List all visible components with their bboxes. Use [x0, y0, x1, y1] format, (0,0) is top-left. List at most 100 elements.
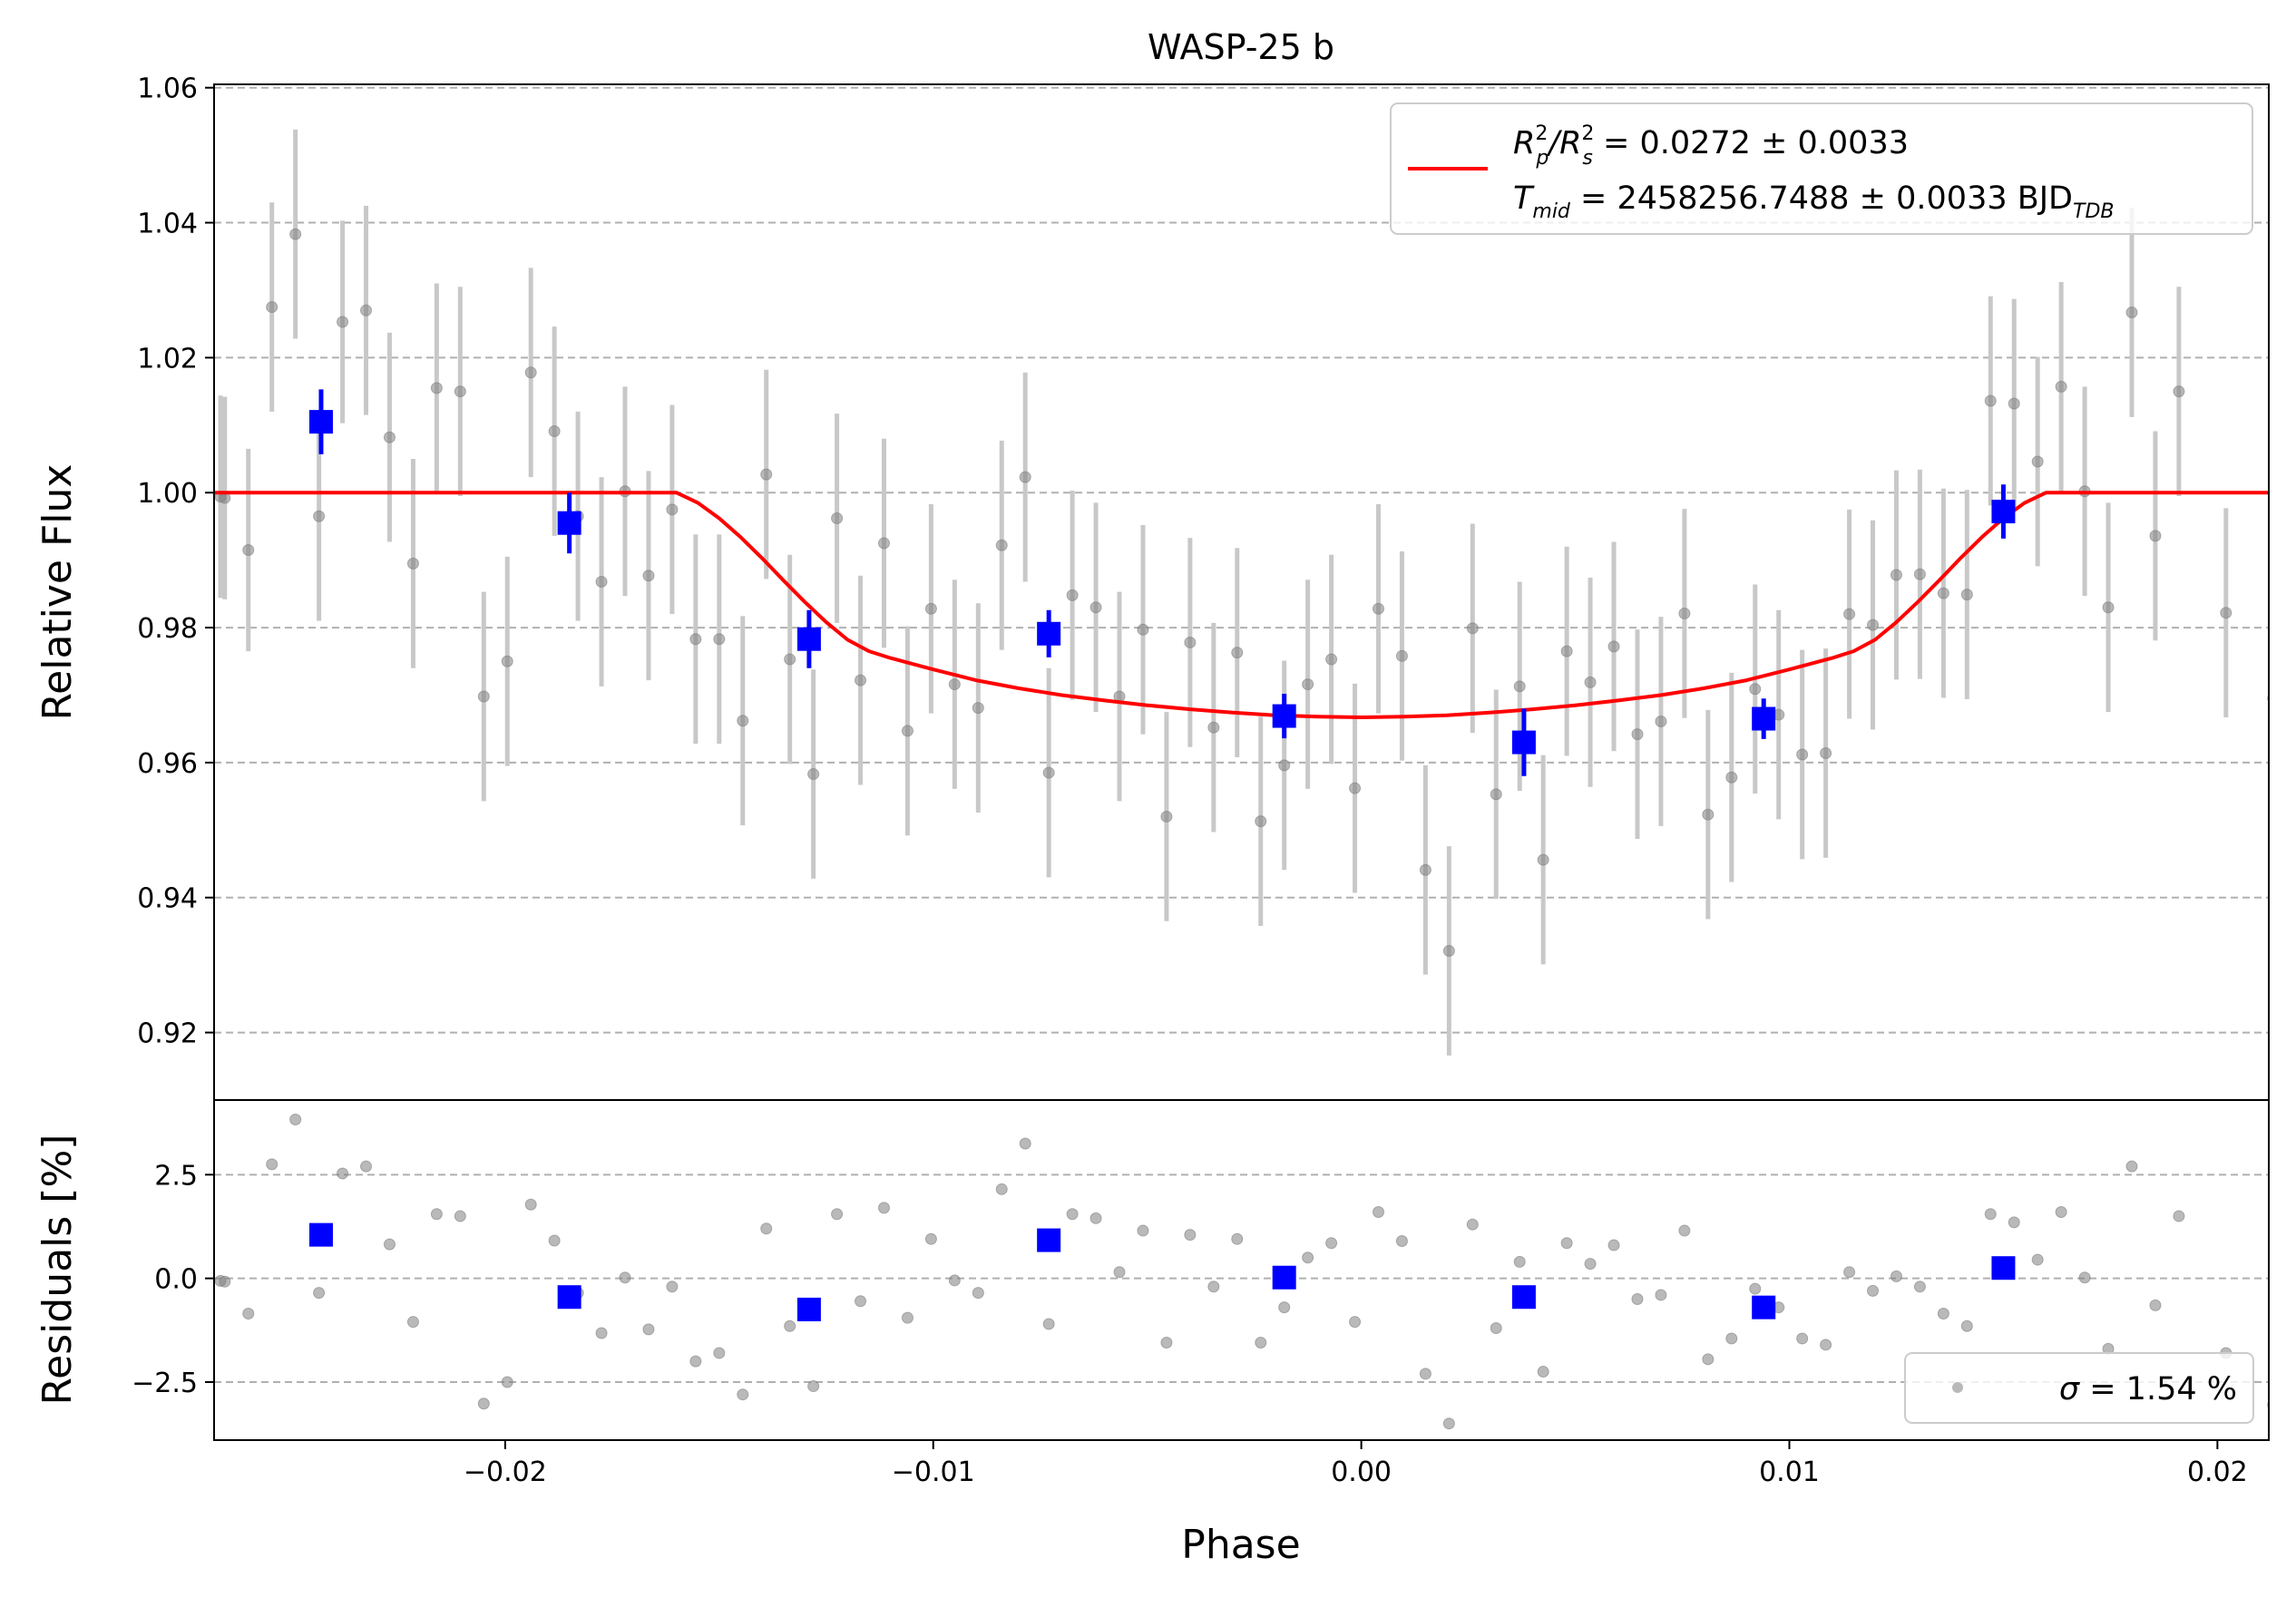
- raw-point: [1160, 810, 1173, 823]
- residual-raw-point: [1513, 1255, 1526, 1268]
- raw-point: [1207, 721, 1220, 734]
- residual-raw-point: [337, 1167, 349, 1180]
- raw-point: [924, 602, 937, 615]
- raw-point: [995, 539, 1008, 551]
- residual-raw-point: [1395, 1234, 1408, 1247]
- residual-raw-point: [289, 1113, 302, 1125]
- raw-point: [454, 385, 466, 398]
- flux-plot-frame: [213, 83, 2270, 1101]
- legend-mid-time: Tmid = 2458256.7488 ± 0.0033 BJDTDB: [1513, 180, 2115, 223]
- raw-point: [1843, 608, 1856, 620]
- phase-x-ticks: −0.02 −0.01 0.00 0.01 0.02: [464, 1440, 2248, 1488]
- phase-x-tick-label: 0.00: [1331, 1456, 1392, 1488]
- flux-y-axis-label: Relative Flux: [34, 464, 81, 721]
- raw-point: [313, 510, 326, 522]
- raw-point: [1537, 853, 1549, 866]
- residual-binned-point: [796, 1297, 821, 1321]
- legend-box: [1390, 102, 2253, 235]
- phase-x-axis-label: Phase: [1181, 1522, 1300, 1568]
- raw-point: [360, 304, 373, 316]
- chart-title: WASP-25 b: [1148, 27, 1334, 67]
- raw-point: [1278, 759, 1291, 772]
- residual-sigma-label: σ = 1.54 %: [2059, 1371, 2237, 1407]
- raw-point: [1042, 766, 1055, 779]
- binned-point: [557, 511, 581, 535]
- binned-point: [308, 410, 333, 434]
- residual-raw-point: [1537, 1366, 1549, 1378]
- binned-point: [1511, 730, 1536, 755]
- residual-raw-point: [924, 1232, 937, 1245]
- residual-binned-point: [1037, 1228, 1061, 1252]
- raw-point: [1913, 568, 1926, 580]
- flux-y-tick-label: 1.06: [137, 73, 198, 105]
- raw-point: [477, 690, 490, 703]
- residual-raw-point: [1089, 1212, 1102, 1224]
- residual-raw-point: [1820, 1339, 1832, 1351]
- legend-sub: s: [1582, 147, 1592, 170]
- raw-point: [1796, 748, 1809, 761]
- residual-raw-point: [642, 1323, 655, 1336]
- raw-point: [1466, 622, 1479, 635]
- residual-binned-point: [1991, 1256, 2016, 1281]
- raw-point: [1089, 601, 1102, 614]
- residual-raw-point: [1419, 1368, 1431, 1380]
- raw-point: [948, 678, 961, 691]
- phase-x-tick-label: 0.02: [2187, 1456, 2248, 1488]
- residual-raw-point: [1584, 1258, 1597, 1271]
- residual-y-tick-label: 0.0: [154, 1264, 198, 1296]
- flux-y-tick-label: 0.94: [137, 883, 198, 915]
- raw-point: [713, 633, 726, 646]
- residual-raw-point: [831, 1208, 844, 1221]
- raw-point: [1373, 602, 1384, 615]
- residual-y-ticks: −2.5 0.0 2.5: [132, 1160, 214, 1399]
- residual-raw-point: [737, 1388, 749, 1401]
- residual-raw-point: [219, 1275, 231, 1288]
- residual-y-tick-label: −2.5: [132, 1368, 198, 1399]
- sigma-value: = 1.54 %: [2079, 1371, 2237, 1407]
- residual-raw-point: [877, 1202, 890, 1214]
- raw-point: [548, 425, 561, 438]
- raw-point: [2055, 380, 2067, 393]
- flux-y-tick-label: 0.96: [137, 748, 198, 780]
- residual-raw-point: [1843, 1266, 1856, 1279]
- raw-point: [1890, 569, 1902, 581]
- legend-sub: mid: [1532, 200, 1571, 223]
- raw-point: [1937, 587, 1949, 599]
- residual-raw-point: [2055, 1205, 2067, 1218]
- residual-raw-point: [1631, 1293, 1644, 1306]
- residual-raw-point: [1160, 1337, 1173, 1349]
- raw-point: [1442, 945, 1455, 958]
- residual-raw-point: [666, 1281, 679, 1293]
- raw-point: [1302, 678, 1314, 691]
- raw-point: [383, 431, 396, 443]
- raw-point: [1725, 771, 1738, 784]
- raw-point: [1419, 863, 1431, 876]
- binned-points: [308, 389, 2016, 776]
- residual-raw-point: [430, 1208, 443, 1221]
- residual-raw-point: [1255, 1337, 1267, 1349]
- residual-y-axis-label: Residuals [%]: [34, 1134, 81, 1406]
- transit-model: [214, 491, 2269, 719]
- raw-point: [831, 512, 844, 525]
- residual-raw-point: [784, 1319, 796, 1332]
- legend-value: = 0.0272 ± 0.0033: [1593, 125, 1909, 161]
- raw-point: [2031, 455, 2044, 468]
- raw-point: [642, 570, 655, 582]
- raw-point: [1702, 808, 1715, 821]
- raw-point: [430, 382, 443, 394]
- raw-point: [1960, 589, 1973, 601]
- raw-point: [1019, 471, 1031, 483]
- flux-y-tick-label: 1.02: [137, 343, 198, 375]
- residual-raw-point: [2173, 1210, 2185, 1222]
- raw-point: [807, 768, 820, 781]
- raw-point: [289, 228, 302, 240]
- residual-raw-point: [242, 1308, 255, 1320]
- raw-point: [524, 366, 537, 379]
- residual-raw-point: [1725, 1332, 1738, 1345]
- raw-point: [2102, 601, 2115, 614]
- raw-point: [1984, 394, 1997, 407]
- residual-plot-frame: [213, 1099, 2270, 1441]
- residual-raw-point: [1466, 1218, 1479, 1231]
- residual-raw-point: [1560, 1237, 1573, 1250]
- residual-raw-point: [1113, 1266, 1126, 1279]
